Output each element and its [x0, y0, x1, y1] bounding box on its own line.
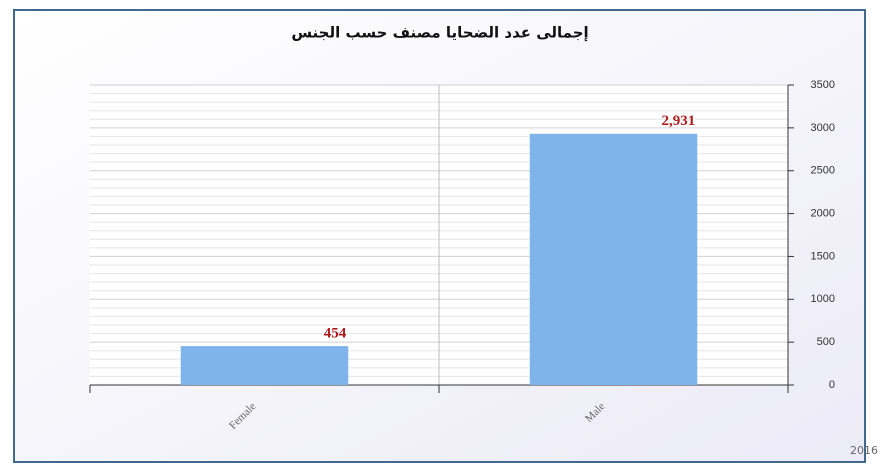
y-tick-label: 500: [817, 336, 835, 348]
y-tick-label: 2000: [811, 207, 835, 219]
value-label: 2,931: [662, 113, 696, 129]
bar: [180, 346, 349, 385]
value-label: 454: [324, 326, 347, 342]
y-tick-label: 2500: [811, 165, 835, 177]
bar: [529, 133, 698, 385]
y-tick-label: 1500: [811, 250, 835, 262]
footer: مجموعة العمل من أجل فلسطينيي سورية © 201…: [850, 443, 880, 457]
y-tick-label: 1000: [811, 293, 835, 305]
y-tick-label: 3000: [811, 122, 835, 134]
y-tick-label: 3500: [811, 79, 835, 91]
chart-title: إجمالى عدد الضحايا مصنف حسب الجنس: [291, 24, 588, 42]
y-tick-label: 0: [829, 379, 835, 391]
